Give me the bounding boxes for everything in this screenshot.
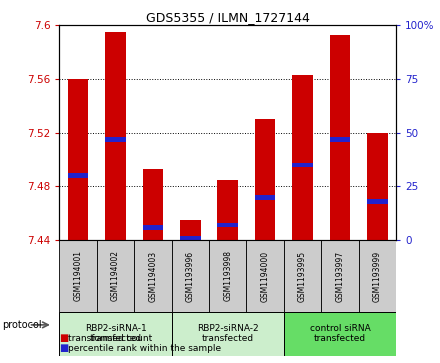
Text: GSM1194000: GSM1194000 (260, 250, 270, 302)
Bar (134, 240, 172, 312)
Bar (255, 119, 275, 240)
Bar (367, 133, 388, 240)
Text: RBP2-siRNA-2
transfected: RBP2-siRNA-2 transfected (197, 324, 259, 343)
Bar (359, 240, 396, 312)
Text: GSM1193995: GSM1193995 (298, 250, 307, 302)
Bar (180, 236, 201, 240)
Bar (246, 240, 284, 312)
Bar (143, 225, 163, 229)
Bar (284, 240, 321, 312)
Bar (180, 220, 201, 240)
Text: transformed count: transformed count (68, 334, 152, 343)
Bar (172, 312, 284, 356)
Bar (255, 195, 275, 200)
Text: GSM1194003: GSM1194003 (148, 250, 158, 302)
Bar (330, 35, 350, 240)
Bar (367, 199, 388, 204)
Bar (97, 240, 134, 312)
Bar (59, 312, 172, 356)
Text: GSM1194002: GSM1194002 (111, 250, 120, 301)
Bar (292, 75, 313, 240)
Bar (284, 312, 396, 356)
Text: RBP2-siRNA-1
transfected: RBP2-siRNA-1 transfected (84, 324, 147, 343)
Text: ■: ■ (59, 343, 69, 354)
Text: GSM1193998: GSM1193998 (223, 250, 232, 301)
Bar (217, 223, 238, 228)
Text: protocol: protocol (2, 320, 42, 330)
Bar (321, 240, 359, 312)
Text: GSM1193999: GSM1193999 (373, 250, 382, 302)
Text: percentile rank within the sample: percentile rank within the sample (68, 344, 221, 353)
Text: control siRNA
transfected: control siRNA transfected (309, 324, 370, 343)
Bar (217, 180, 238, 240)
Bar (68, 79, 88, 240)
Title: GDS5355 / ILMN_1727144: GDS5355 / ILMN_1727144 (146, 11, 310, 24)
Text: ■: ■ (59, 333, 69, 343)
Bar (59, 240, 97, 312)
Text: GSM1194001: GSM1194001 (73, 250, 83, 301)
Bar (68, 174, 88, 178)
Bar (292, 163, 313, 167)
Bar (105, 137, 126, 142)
Bar (143, 169, 163, 240)
Bar (172, 240, 209, 312)
Bar (330, 137, 350, 142)
Text: GSM1193996: GSM1193996 (186, 250, 195, 302)
Text: GSM1193997: GSM1193997 (335, 250, 345, 302)
Bar (105, 32, 126, 240)
Bar (209, 240, 246, 312)
